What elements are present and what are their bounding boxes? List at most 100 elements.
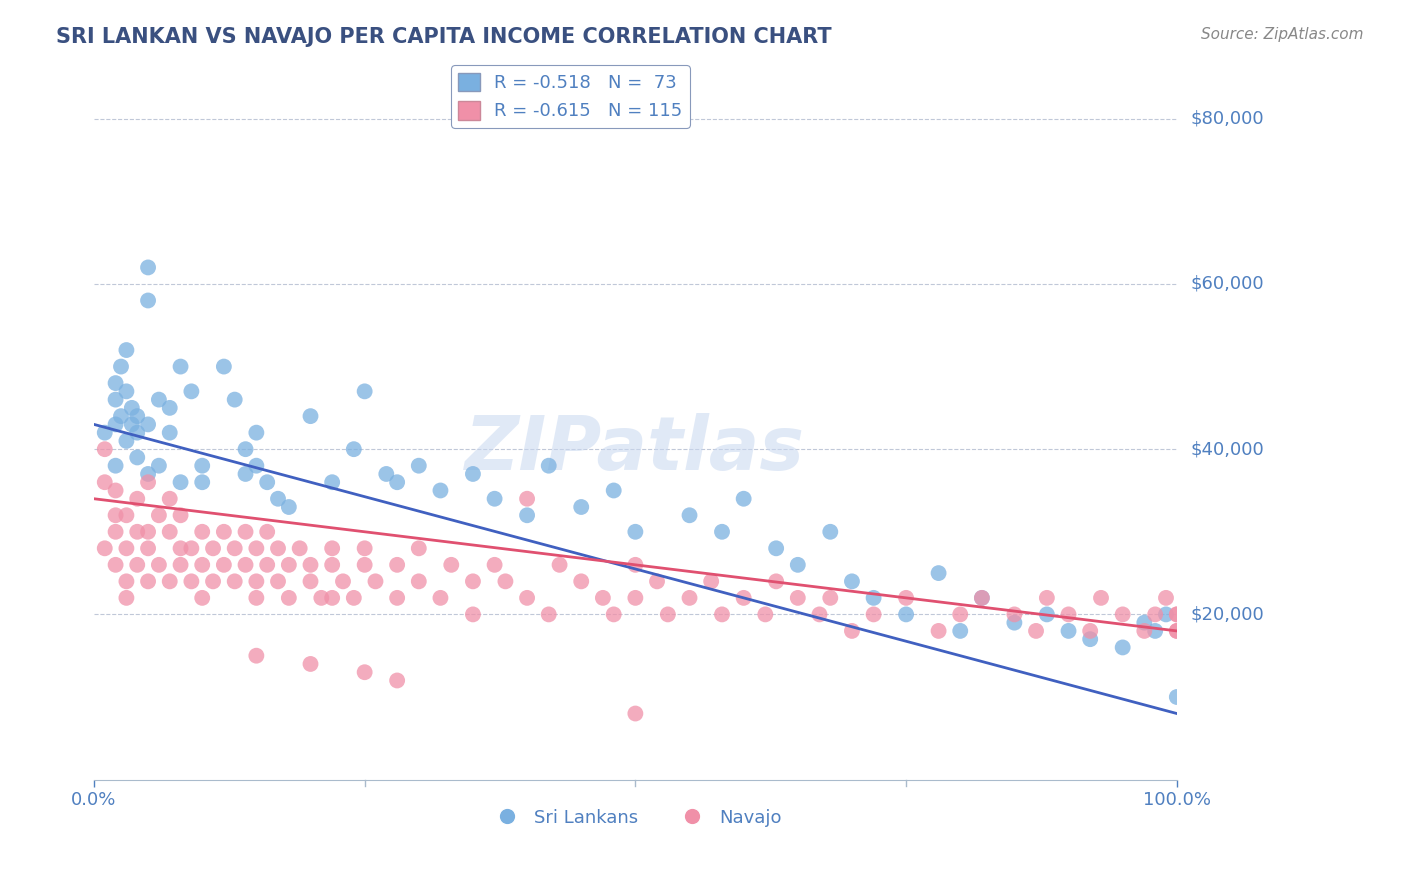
Point (385, 591, 408, 605)
Point (115, 541, 138, 556)
Point (624, 706, 647, 721)
Point (127, 409, 149, 424)
Point (624, 558, 647, 572)
Point (894, 607, 917, 622)
Point (94, 442, 117, 457)
Point (1133, 624, 1156, 638)
Point (191, 591, 214, 605)
Point (592, 591, 614, 605)
Point (765, 574, 787, 589)
Point (808, 607, 831, 622)
Point (484, 491, 506, 506)
Point (136, 541, 159, 556)
Point (235, 558, 257, 572)
Point (429, 591, 451, 605)
Point (353, 558, 375, 572)
Point (343, 591, 366, 605)
Point (235, 442, 257, 457)
Point (1111, 607, 1133, 622)
Point (245, 648, 267, 663)
Point (110, 409, 132, 424)
Point (159, 425, 181, 440)
Point (321, 591, 343, 605)
Point (537, 458, 560, 473)
Point (299, 574, 322, 589)
Point (1166, 624, 1188, 638)
Point (224, 574, 246, 589)
Point (733, 491, 755, 506)
Point (1133, 615, 1156, 630)
Point (1078, 632, 1101, 647)
Point (159, 401, 181, 415)
Point (408, 541, 430, 556)
Point (148, 558, 170, 572)
Point (537, 607, 560, 622)
Point (136, 260, 159, 275)
Point (1166, 624, 1188, 638)
Point (1002, 615, 1025, 630)
Point (364, 574, 387, 589)
Point (235, 467, 257, 481)
Point (224, 392, 246, 407)
Point (104, 524, 127, 539)
Point (159, 524, 181, 539)
Point (180, 574, 202, 589)
Point (385, 558, 408, 572)
Text: $60,000: $60,000 (1191, 275, 1264, 293)
Point (343, 442, 366, 457)
Point (159, 491, 181, 506)
Point (321, 541, 343, 556)
Point (1036, 591, 1059, 605)
Point (104, 458, 127, 473)
Point (353, 384, 375, 399)
Point (277, 558, 299, 572)
Point (136, 293, 159, 308)
Point (94, 425, 117, 440)
Point (245, 425, 267, 440)
Point (754, 607, 776, 622)
Point (115, 384, 138, 399)
Point (321, 558, 343, 572)
Point (894, 591, 917, 605)
Point (1078, 624, 1101, 638)
Text: $40,000: $40,000 (1191, 440, 1264, 458)
Point (110, 359, 132, 374)
Point (245, 574, 267, 589)
Point (299, 657, 322, 671)
Point (212, 524, 235, 539)
Point (1025, 624, 1047, 638)
Text: SRI LANKAN VS NAVAJO PER CAPITA INCOME CORRELATION CHART: SRI LANKAN VS NAVAJO PER CAPITA INCOME C… (56, 27, 832, 46)
Point (765, 541, 787, 556)
Point (169, 541, 191, 556)
Point (169, 508, 191, 523)
Point (148, 392, 170, 407)
Point (1002, 607, 1025, 622)
Point (148, 458, 170, 473)
Point (127, 491, 149, 506)
Point (786, 591, 808, 605)
Point (256, 524, 278, 539)
Point (245, 591, 267, 605)
Point (104, 483, 127, 498)
Point (267, 541, 290, 556)
Point (408, 574, 430, 589)
Point (970, 591, 993, 605)
Point (461, 607, 484, 622)
Point (602, 607, 624, 622)
Point (127, 558, 149, 572)
Point (115, 434, 138, 448)
Point (928, 624, 950, 638)
Point (862, 607, 884, 622)
Point (440, 558, 463, 572)
Point (121, 417, 143, 432)
Point (408, 458, 430, 473)
Point (180, 384, 202, 399)
Point (104, 508, 127, 523)
Point (235, 524, 257, 539)
Point (385, 673, 408, 688)
Point (148, 508, 170, 523)
Point (711, 607, 734, 622)
Point (191, 458, 214, 473)
Point (353, 665, 375, 680)
Point (299, 558, 322, 572)
